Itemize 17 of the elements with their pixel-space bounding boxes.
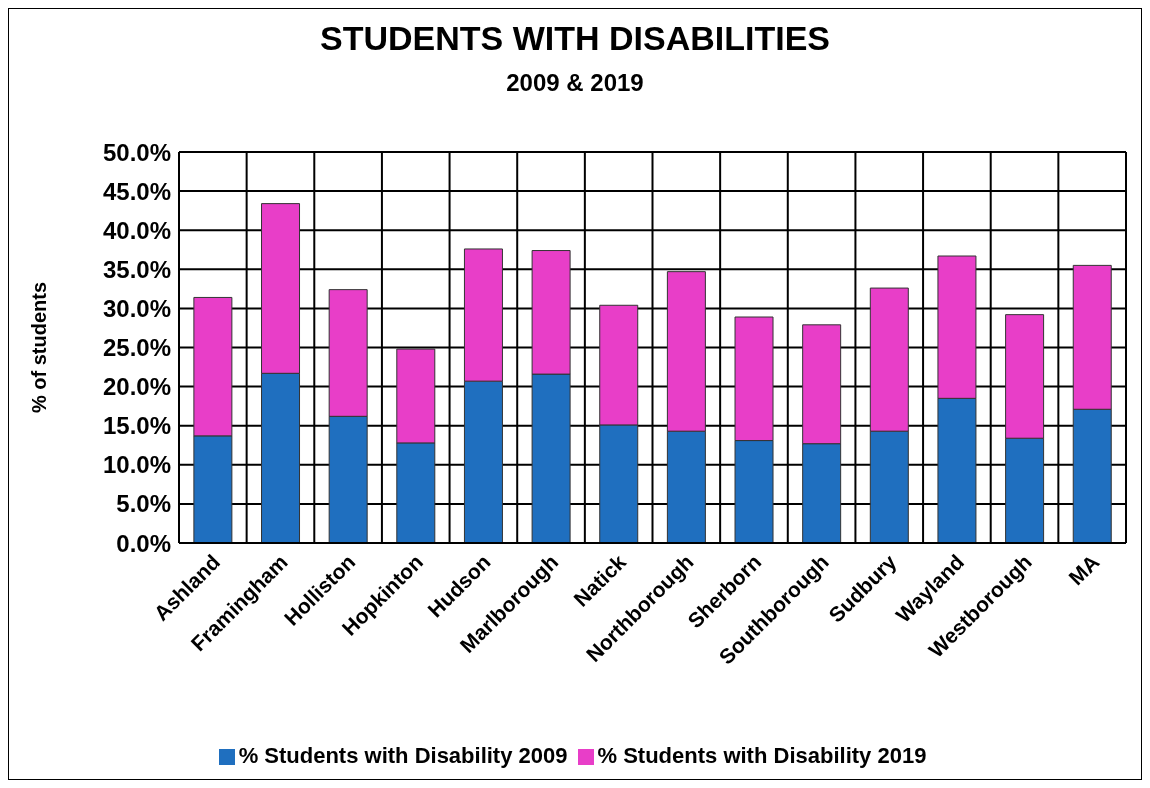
y-tick-label: 30.0% xyxy=(102,294,171,322)
y-tick-label: 10.0% xyxy=(102,451,171,479)
y-tick-label: 20.0% xyxy=(102,373,171,401)
y-tick-label: 15.0% xyxy=(102,412,171,440)
x-tick-label: MA xyxy=(1064,550,1104,590)
y-axis-title: % of students xyxy=(28,281,51,414)
y-tick-label: 40.0% xyxy=(102,216,171,244)
y-tick-label: 50.0% xyxy=(102,138,171,166)
y-tick-label: 25.0% xyxy=(102,334,171,362)
legend-label: % Students with Disability 2009 xyxy=(238,743,568,768)
y-tick-label: 5.0% xyxy=(116,490,171,518)
y-tick-label: 35.0% xyxy=(102,255,171,283)
chart-title: STUDENTS WITH DISABILITIES xyxy=(319,19,831,58)
chart-subtitle: 2009 & 2019 xyxy=(505,69,645,97)
legend-label: % Students with Disability 2019 xyxy=(597,743,927,768)
y-tick-label: 45.0% xyxy=(102,177,171,205)
y-tick-label: 0.0% xyxy=(116,529,171,557)
